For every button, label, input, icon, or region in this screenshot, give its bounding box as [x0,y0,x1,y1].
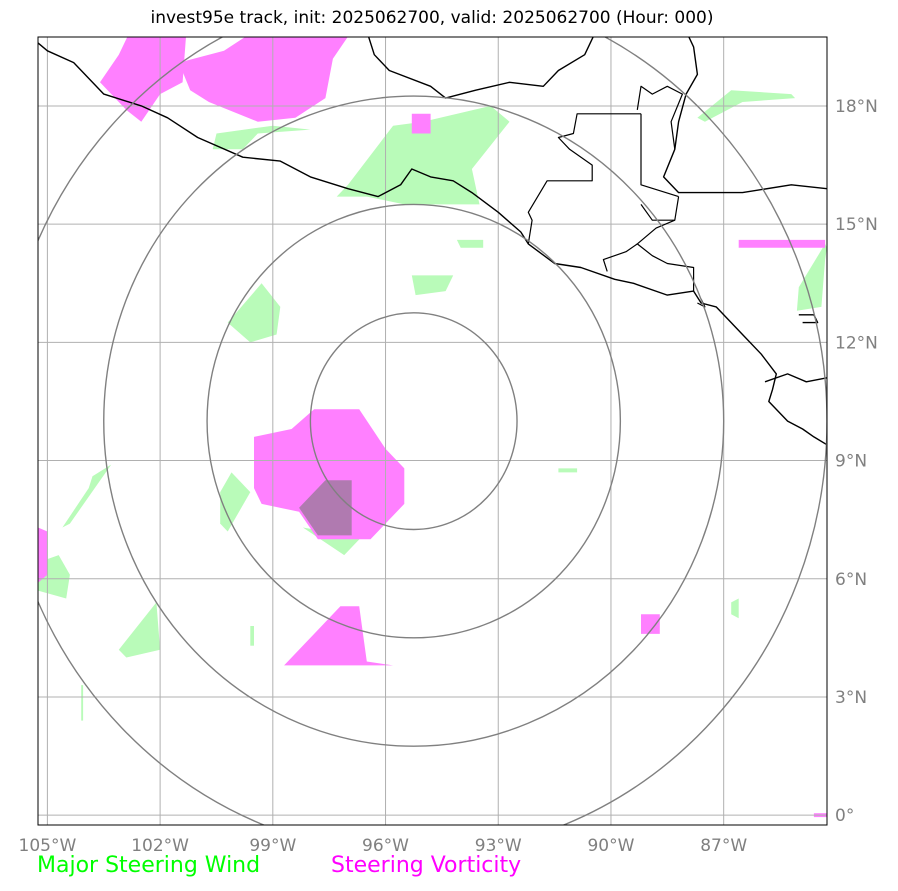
coastlines [38,37,827,446]
steering-vorticity-patch [178,37,348,122]
steering-wind-patch [227,283,281,343]
steering-wind-patch [336,105,510,205]
latitude-tick-label: 15°N [835,215,878,235]
country-border [636,243,695,292]
steering-vorticity-patch [738,239,826,248]
latitude-tick-label: 0° [835,806,854,826]
longitude-tick-label: 102°W [131,836,189,856]
coastline [38,42,827,446]
steering-wind-patch [558,468,578,473]
latitude-tick-label: 3°N [835,688,867,708]
latitude-tick-label: 12°N [835,333,878,353]
map-frame [37,36,828,826]
steering-vorticity-patch [641,614,660,634]
longitude-tick-label: 90°W [587,836,634,856]
steering-vorticity-patch [38,527,48,583]
range-rings [38,37,827,825]
steering-wind-patch [697,90,796,122]
latitude-tick-label: 18°N [835,97,878,117]
latitude-tick-label: 6°N [835,570,867,590]
steering-wind-patch [411,275,454,296]
steering-wind-patch [456,239,484,248]
steering-vorticity-patch [100,37,186,122]
steering-wind-patch [250,626,254,646]
wind-vorticity-overlap-layer [299,480,352,536]
coastline [367,37,594,99]
steering-vorticity-patch [411,113,431,134]
range-ring [103,95,725,747]
map-title: invest95e track, init: 2025062700, valid… [150,8,714,28]
steering-wind-patch [212,125,311,150]
steering-wind-patch [731,598,739,619]
gridlines [38,37,827,825]
steering-vorticity-patch [254,409,405,540]
country-border [640,113,679,198]
country-border [527,113,641,244]
overlap-patch [299,480,352,536]
coastline [764,373,827,383]
coastline [662,37,827,194]
longitude-labels: 105°W 102°W 99°W 96°W 93°W 90°W 87°W [19,836,748,856]
range-ring [206,203,622,639]
country-border [636,85,684,150]
longitude-tick-label: 105°W [19,836,77,856]
steering-wind-patch [62,464,112,528]
legend-major-steering-wind: Major Steering Wind [37,853,261,878]
steering-wind-patch [81,685,84,721]
longitude-tick-label: 87°W [700,836,747,856]
longitude-tick-label: 96°W [362,836,409,856]
latitude-tick-label: 9°N [835,452,867,472]
country-border [640,204,675,221]
steering-wind-patch [118,602,161,658]
steering-vorticity-layer [38,37,827,818]
steering-wind-patch [796,243,827,311]
latitude-labels: 18°N 15°N 12°N 9°N 6°N 3°N 0° [835,97,878,826]
range-ring [309,312,518,531]
country-borders [527,85,706,308]
steering-vorticity-patch [284,606,394,666]
legend-steering-vorticity: Steering Vorticity [331,853,522,878]
longitude-tick-label: 93°W [475,836,522,856]
longitude-tick-label: 99°W [249,836,296,856]
